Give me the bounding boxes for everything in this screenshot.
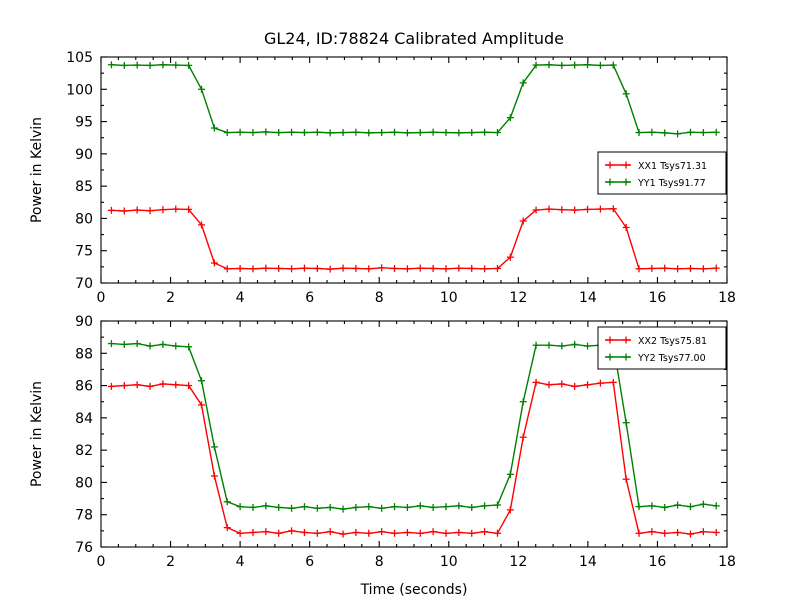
series-markers-0 bbox=[107, 205, 720, 273]
chart-legend[interactable]: XX2 Tsys75.81 YY2 Tsys77.00 bbox=[597, 326, 727, 370]
y-tick-label: 88 bbox=[75, 346, 93, 362]
y-tick-label: 84 bbox=[75, 411, 93, 427]
y-tick-label: 90 bbox=[75, 314, 93, 330]
y-tick-label: 95 bbox=[75, 115, 93, 131]
x-tick-label: 12 bbox=[509, 554, 527, 570]
x-tick-label: 0 bbox=[97, 290, 106, 306]
x-tick-label: 14 bbox=[579, 290, 597, 306]
y-tick-label: 76 bbox=[75, 540, 93, 556]
y-tick-label: 105 bbox=[66, 50, 93, 66]
y-tick-label: 85 bbox=[75, 179, 93, 195]
legend-label-0: XX1 Tsys71.31 bbox=[638, 161, 707, 172]
x-tick-label: 16 bbox=[649, 290, 667, 306]
legend-background bbox=[597, 326, 727, 370]
x-tick-label: 6 bbox=[305, 290, 314, 306]
series-markers-1 bbox=[107, 61, 720, 138]
x-tick-label: 10 bbox=[440, 290, 458, 306]
x-tick-label: 4 bbox=[236, 554, 245, 570]
series-line-0 bbox=[111, 208, 717, 270]
chart-legend[interactable]: XX1 Tsys71.31 YY1 Tsys91.77 bbox=[597, 151, 727, 195]
y-axis-label: Power in Kelvin bbox=[29, 381, 45, 487]
x-axis-label: Time (seconds) bbox=[360, 582, 468, 598]
page-title: GL24, ID:78824 Calibrated Amplitude bbox=[264, 29, 564, 48]
x-tick-label: 8 bbox=[375, 554, 384, 570]
plot-frame bbox=[100, 56, 728, 284]
legend-label-1: YY2 Tsys77.00 bbox=[637, 353, 706, 364]
x-tick-label: 2 bbox=[166, 554, 175, 570]
legend-label-0: XX2 Tsys75.81 bbox=[638, 336, 707, 347]
x-tick-label: 12 bbox=[509, 290, 527, 306]
plot-frame bbox=[100, 320, 728, 548]
series-markers-0 bbox=[107, 378, 720, 538]
chart-panel-top: 0 2 4 6 8 10 12 14 16 18 70 75 80 85 90 95 100 105 Power i… bbox=[29, 50, 736, 306]
y-tick-label: 82 bbox=[75, 443, 93, 459]
x-tick-label: 0 bbox=[97, 554, 106, 570]
x-tick-label: 18 bbox=[718, 554, 736, 570]
y-tick-label: 80 bbox=[75, 211, 93, 227]
series-line-1 bbox=[111, 64, 717, 135]
x-tick-label: 4 bbox=[236, 290, 245, 306]
legend-background bbox=[597, 151, 727, 195]
series-markers-1 bbox=[107, 340, 720, 513]
x-tick-label: 16 bbox=[649, 554, 667, 570]
y-axis-label: Power in Kelvin bbox=[29, 117, 45, 223]
legend-label-1: YY1 Tsys91.77 bbox=[637, 178, 706, 189]
y-tick-label: 80 bbox=[75, 475, 93, 491]
y-tick-label: 90 bbox=[75, 147, 93, 163]
y-tick-label: 70 bbox=[75, 276, 93, 292]
x-tick-label: 10 bbox=[440, 554, 458, 570]
x-tick-label: 8 bbox=[375, 290, 384, 306]
series-line-0 bbox=[111, 381, 717, 535]
x-tick-label: 14 bbox=[579, 554, 597, 570]
chart-panel-bottom: 0 2 4 6 8 10 12 14 16 18 76 78 80 82 84 86 88 90 Power in … bbox=[29, 314, 736, 598]
y-tick-label: 75 bbox=[75, 244, 93, 260]
x-tick-label: 18 bbox=[718, 290, 736, 306]
y-tick-label: 100 bbox=[66, 82, 93, 98]
x-tick-label: 2 bbox=[166, 290, 175, 306]
x-tick-label: 6 bbox=[305, 554, 314, 570]
y-tick-label: 86 bbox=[75, 379, 93, 395]
y-tick-label: 78 bbox=[75, 508, 93, 524]
